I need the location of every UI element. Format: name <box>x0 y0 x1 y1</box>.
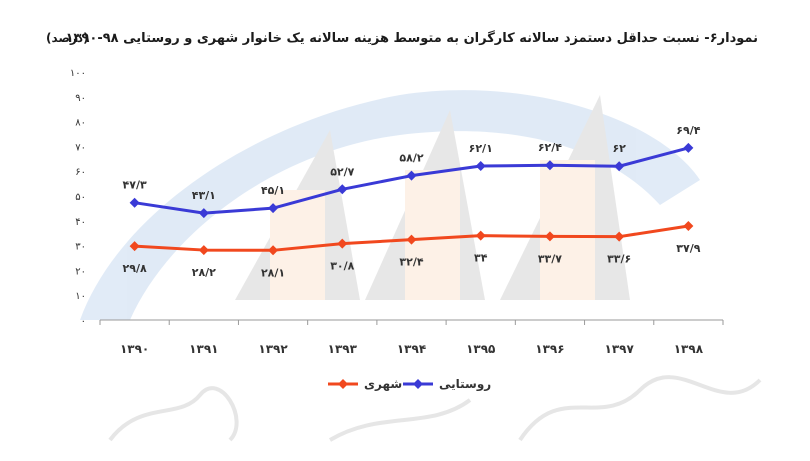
y-tick-label: ۵۰ <box>75 192 86 203</box>
data-label: ۳۰/۸ <box>330 260 354 273</box>
x-tick-label: ۱۳۹۲ <box>258 342 288 356</box>
x-tick-label: ۱۳۹۰ <box>120 342 149 356</box>
data-point <box>406 170 417 181</box>
x-tick-label: ۱۳۹۱ <box>189 342 218 356</box>
data-point <box>475 230 486 241</box>
legend-swatch-marker <box>338 379 348 389</box>
data-point <box>268 245 279 256</box>
x-tick-label: ۱۳۹۸ <box>674 342 704 356</box>
data-label: ۲۸/۱ <box>261 266 285 279</box>
series-rural: ۴۷/۳ ۴۳/۱ ۴۵/۱ ۵۲/۷ ۵۸/۲ ۶۲/۱ ۶۲/۴ ۶۲ ۶۹/۴ <box>123 124 701 219</box>
legend-label: روستایی <box>439 377 491 392</box>
data-label: ۶۹/۴ <box>676 124 700 137</box>
y-tick-label: ۶۰ <box>75 167 86 178</box>
data-label: ۳۳/۶ <box>607 253 631 266</box>
data-label: ۶۲ <box>612 142 626 155</box>
data-label: ۵۸/۲ <box>399 152 423 165</box>
data-point <box>614 161 625 172</box>
y-tick-label: ۱۰۰ <box>70 68 86 79</box>
chart-axes: ۱۳۹۰ ۱۳۹۱ ۱۳۹۲ ۱۳۹۳ ۱۳۹۴ ۱۳۹۵ ۱۳۹۶ ۱۳۹۷ ۱۳۹۸ ۰ ۱۰ ۲… <box>70 68 724 356</box>
data-label: ۳۲/۴ <box>399 256 423 269</box>
data-point <box>129 197 140 208</box>
series-urban: ۲۹/۸ ۲۸/۲ ۲۸/۱ ۳۰/۸ ۳۲/۴ ۳۴ ۳۳/۷ ۳۳/۶ ۳۷/۹ <box>123 221 701 279</box>
data-point <box>198 208 209 219</box>
y-tick-label: ۷۰ <box>75 142 86 153</box>
data-label: ۶۲/۴ <box>538 141 562 154</box>
data-point <box>129 241 140 252</box>
legend-label: شهری <box>364 377 402 391</box>
x-tick-label: ۱۳۹۴ <box>397 342 426 356</box>
data-point <box>544 231 555 242</box>
data-point <box>337 238 348 249</box>
y-tick-label: ۳۰ <box>75 242 86 253</box>
data-point <box>268 203 279 214</box>
data-label: ۳۷/۹ <box>676 242 700 255</box>
data-label: ۴۷/۳ <box>123 179 147 192</box>
data-point <box>614 231 625 242</box>
data-point <box>683 142 694 153</box>
data-label: ۲۹/۸ <box>123 262 147 275</box>
y-tick-label: ۰ <box>81 316 86 327</box>
data-label: ۵۲/۷ <box>330 165 354 178</box>
x-tick-label: ۱۳۹۶ <box>535 342 564 356</box>
legend-item: روستایی <box>403 377 491 392</box>
chart-legend: روستایی شهری <box>328 377 491 392</box>
legend-swatch-marker <box>413 379 423 389</box>
data-label: ۲۸/۲ <box>192 266 216 279</box>
data-label: ۳۳/۷ <box>538 252 562 265</box>
data-point <box>544 160 555 171</box>
data-label: ۴۳/۱ <box>192 189 216 202</box>
data-label: ۳۴ <box>474 252 488 265</box>
series-layer: ۴۷/۳ ۴۳/۱ ۴۵/۱ ۵۲/۷ ۵۸/۲ ۶۲/۱ ۶۲/۴ ۶۲ ۶۹/۴ ۲۹/۸ ۲۸… <box>123 124 701 279</box>
y-tick-label: ۱۰ <box>75 291 86 302</box>
y-tick-label: ۲۰ <box>75 266 86 277</box>
legend-item: شهری <box>328 377 402 391</box>
x-tick-label: ۱۳۹۷ <box>605 342 635 356</box>
data-point <box>683 221 694 232</box>
y-tick-label: ۴۰ <box>75 217 86 228</box>
data-point <box>198 245 209 256</box>
data-point <box>337 184 348 195</box>
data-label: ۶۲/۱ <box>469 142 493 155</box>
y-tick-label: ۹۰ <box>75 93 86 104</box>
data-label: ۴۵/۱ <box>261 184 285 197</box>
data-point <box>406 234 417 245</box>
data-point <box>475 160 486 171</box>
unit-label: (درصد) <box>46 31 89 45</box>
x-tick-label: ۱۳۹۵ <box>466 342 495 356</box>
x-tick-label: ۱۳۹۳ <box>328 342 358 356</box>
y-tick-label: ۸۰ <box>75 118 86 129</box>
chart-title: نمودار۶- نسبت حداقل دستمزد سالانه کارگرا… <box>65 31 758 46</box>
